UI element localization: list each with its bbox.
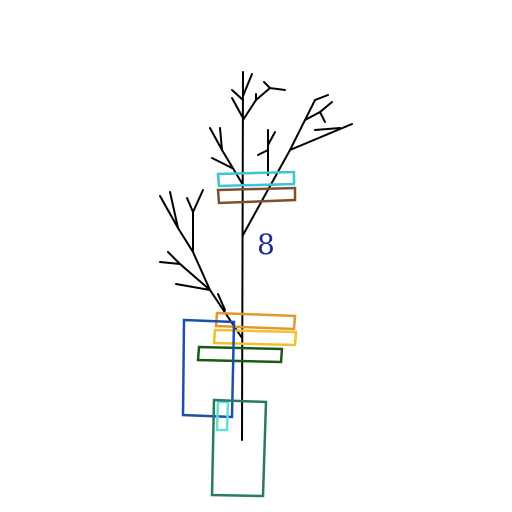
tree-branch bbox=[263, 81, 271, 89]
tree-branch bbox=[169, 191, 179, 229]
branching-tree bbox=[159, 71, 353, 441]
tree-branch bbox=[211, 157, 233, 169]
tree-branch bbox=[186, 197, 194, 213]
gold-rectangle bbox=[212, 328, 298, 347]
overlay-rectangles bbox=[181, 170, 298, 498]
tree-branch bbox=[175, 283, 211, 291]
tree-branch bbox=[289, 94, 329, 151]
teal-rectangle bbox=[210, 398, 268, 498]
dark-green-rectangle bbox=[196, 345, 284, 364]
cyan-rectangle bbox=[216, 170, 296, 188]
tree-branch bbox=[267, 131, 276, 146]
tree-branch bbox=[257, 149, 269, 156]
tree-branch bbox=[167, 251, 181, 265]
tree-branch bbox=[242, 99, 257, 121]
blue-rectangle bbox=[181, 318, 236, 419]
brown-rectangle bbox=[216, 186, 297, 205]
tree-branch bbox=[217, 293, 226, 311]
tree-trunk bbox=[241, 71, 244, 441]
tree-branch bbox=[231, 89, 244, 101]
tree-branch bbox=[319, 111, 326, 123]
aqua-rectangle bbox=[215, 400, 230, 432]
tree-branch bbox=[219, 127, 223, 151]
tree-branch bbox=[231, 97, 244, 119]
tree-branch bbox=[242, 73, 253, 97]
tree-branch bbox=[314, 127, 341, 131]
tree-branch bbox=[192, 189, 204, 213]
digit-label: 8 bbox=[257, 228, 275, 261]
